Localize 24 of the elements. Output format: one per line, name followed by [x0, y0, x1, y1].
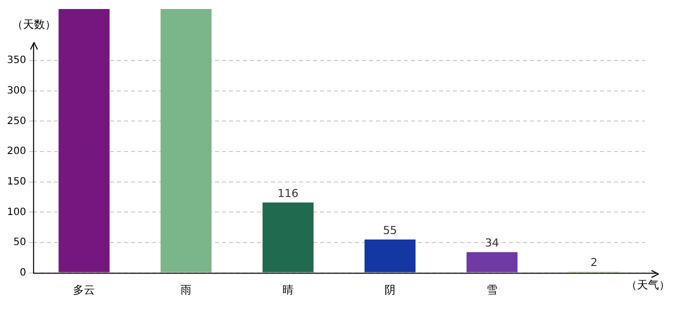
- y-tick-label: 50: [13, 237, 26, 248]
- data-label: 34: [485, 236, 500, 250]
- x-axis-title: （天气）: [626, 278, 670, 292]
- y-tick-label: 300: [6, 85, 26, 96]
- y-axis-title: （天数）: [12, 18, 56, 31]
- bar: [58, 9, 110, 272]
- bar: [160, 9, 212, 272]
- y-tick-label: 250: [6, 116, 26, 127]
- y-tick-label: 100: [6, 206, 26, 218]
- y-tick-label: 200: [6, 146, 26, 158]
- y-tick-label: 350: [6, 55, 26, 66]
- data-label: 55: [383, 224, 398, 237]
- data-label: 2: [590, 256, 598, 269]
- bar: [466, 252, 518, 272]
- bar: [262, 202, 314, 272]
- x-tick-label: 雪: [486, 283, 498, 296]
- data-label: 116: [278, 186, 299, 200]
- x-tick-label: 晴: [282, 283, 294, 296]
- bar: [364, 239, 416, 272]
- x-tick-label: 雨: [180, 283, 192, 296]
- y-tick-label: 150: [6, 176, 26, 188]
- x-tick-label: 多云: [73, 283, 96, 296]
- x-tick-label: 阴: [384, 283, 396, 296]
- y-tick-label: 0: [20, 267, 26, 278]
